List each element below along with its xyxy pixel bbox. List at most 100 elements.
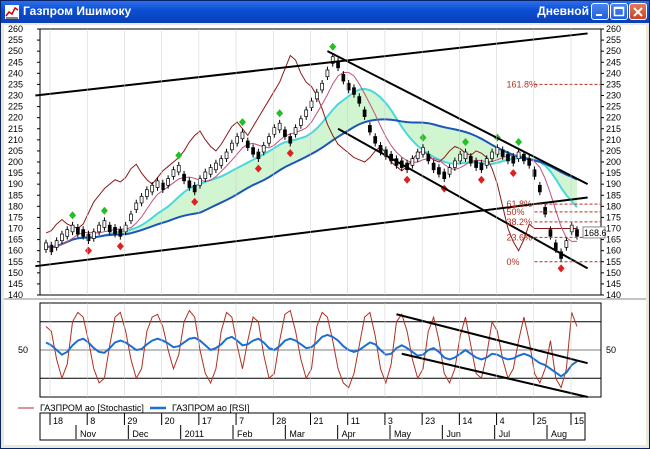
y-tick-label-right: 145 bbox=[606, 279, 621, 289]
price-candle bbox=[447, 167, 452, 175]
price-candle bbox=[65, 229, 70, 237]
month-label: Jul bbox=[499, 429, 511, 439]
legend-label-stochastic: ГАЗПРОМ ао [Stochastic] bbox=[40, 403, 144, 413]
month-label: Apr bbox=[342, 429, 356, 439]
fib-level-label: 50% bbox=[507, 207, 525, 217]
price-candle bbox=[145, 189, 149, 197]
day-label: 4 bbox=[500, 416, 505, 426]
price-candle bbox=[368, 125, 372, 133]
price-candle bbox=[49, 244, 54, 253]
day-label: 17 bbox=[202, 416, 212, 426]
price-candle bbox=[548, 229, 553, 237]
y-tick-label-left: 250 bbox=[8, 46, 23, 56]
y-tick-label-left: 230 bbox=[8, 91, 23, 101]
lower-channel-line bbox=[35, 196, 588, 268]
y-tick-label-left: 260 bbox=[8, 25, 23, 34]
month-label: Mar bbox=[289, 429, 305, 439]
down-fractal-marker bbox=[477, 175, 485, 184]
price-candle bbox=[569, 224, 574, 233]
y-tick-label-left: 195 bbox=[8, 168, 23, 178]
price-candle bbox=[230, 142, 234, 151]
price-candle bbox=[54, 240, 59, 248]
price-candle bbox=[91, 231, 96, 239]
down-fractal-marker bbox=[116, 242, 124, 251]
price-candle bbox=[182, 173, 186, 182]
price-candle bbox=[70, 224, 75, 233]
price-candle bbox=[208, 167, 213, 175]
down-fractal-marker bbox=[403, 175, 411, 184]
y-tick-label-right: 245 bbox=[606, 57, 621, 67]
y-tick-label-left: 225 bbox=[8, 102, 23, 112]
price-candle bbox=[240, 131, 245, 140]
y-tick-label-left: 185 bbox=[8, 190, 23, 200]
price-candle bbox=[330, 56, 335, 64]
timeframe-label: Дневной bbox=[537, 4, 589, 18]
y-tick-label-left: 175 bbox=[8, 212, 23, 222]
y-tick-label-left: 160 bbox=[8, 246, 23, 256]
chart-area[interactable]: 260 260 255 255 250 250 245 245 240 240 235 235 230 2… bbox=[4, 24, 646, 445]
price-candle bbox=[522, 153, 526, 162]
y-tick-label-left: 180 bbox=[8, 201, 23, 211]
price-candle bbox=[352, 87, 356, 95]
price-candle bbox=[192, 184, 197, 193]
chart-app-icon bbox=[5, 5, 19, 19]
price-candle bbox=[341, 74, 346, 82]
y-tick-label-right: 185 bbox=[606, 190, 621, 200]
y-tick-label-right: 225 bbox=[606, 102, 621, 112]
month-label: Feb bbox=[237, 429, 253, 439]
up-fractal-marker bbox=[461, 138, 469, 147]
day-label: 11 bbox=[351, 416, 360, 426]
price-candle bbox=[235, 136, 240, 144]
close-button[interactable] bbox=[629, 3, 647, 20]
down-fractal-marker bbox=[191, 197, 199, 206]
day-label: 23 bbox=[425, 416, 435, 426]
y-tick-label-left: 140 bbox=[8, 290, 23, 300]
price-candle bbox=[150, 184, 155, 193]
price-candle bbox=[81, 229, 86, 237]
price-candle bbox=[97, 224, 101, 233]
price-candle bbox=[123, 224, 128, 233]
price-candle bbox=[76, 227, 80, 235]
price-candle bbox=[155, 180, 160, 188]
y-tick-label-left: 165 bbox=[8, 235, 23, 245]
up-fractal-marker bbox=[238, 118, 246, 127]
price-candle bbox=[479, 162, 484, 171]
y-tick-label-right: 210 bbox=[606, 135, 621, 145]
price-candle bbox=[214, 162, 218, 171]
downtrend-lower-line bbox=[337, 127, 589, 270]
price-candle bbox=[506, 153, 510, 162]
up-fractal-marker bbox=[515, 138, 523, 147]
price-candle bbox=[532, 169, 537, 177]
price-candle bbox=[139, 196, 144, 204]
price-candle bbox=[277, 122, 282, 131]
day-label: 29 bbox=[127, 416, 137, 426]
down-fractal-marker bbox=[286, 149, 294, 158]
y-tick-label-right: 235 bbox=[606, 79, 621, 89]
price-candle bbox=[203, 171, 208, 179]
price-candle bbox=[224, 151, 229, 160]
y-tick-label-left: 215 bbox=[8, 124, 23, 134]
month-label: Dec bbox=[132, 429, 149, 439]
title-bar[interactable]: Газпром Ишимоку Дневной bbox=[1, 1, 649, 23]
price-candle bbox=[251, 147, 255, 155]
y-tick-label-right: 160 bbox=[606, 246, 621, 256]
y-tick-label-left: 150 bbox=[8, 268, 23, 278]
day-label: 15 bbox=[574, 416, 584, 426]
price-candle bbox=[553, 242, 558, 250]
price-candle bbox=[527, 158, 532, 166]
osc-trend-upper bbox=[396, 313, 588, 365]
maximize-button[interactable] bbox=[610, 3, 628, 20]
maximize-icon bbox=[613, 6, 625, 17]
down-fractal-marker bbox=[509, 169, 517, 178]
y-tick-label-left: 205 bbox=[8, 146, 23, 156]
price-candle bbox=[102, 220, 107, 228]
day-label: 18 bbox=[53, 416, 63, 426]
y-tick-label-right: 205 bbox=[606, 146, 621, 156]
minimize-button[interactable] bbox=[591, 3, 609, 20]
y-tick-label-right: 140 bbox=[606, 290, 621, 300]
price-candle bbox=[267, 136, 271, 144]
current-price-badge bbox=[582, 226, 606, 239]
month-label: Aug bbox=[551, 429, 567, 439]
price-candle bbox=[160, 182, 165, 191]
